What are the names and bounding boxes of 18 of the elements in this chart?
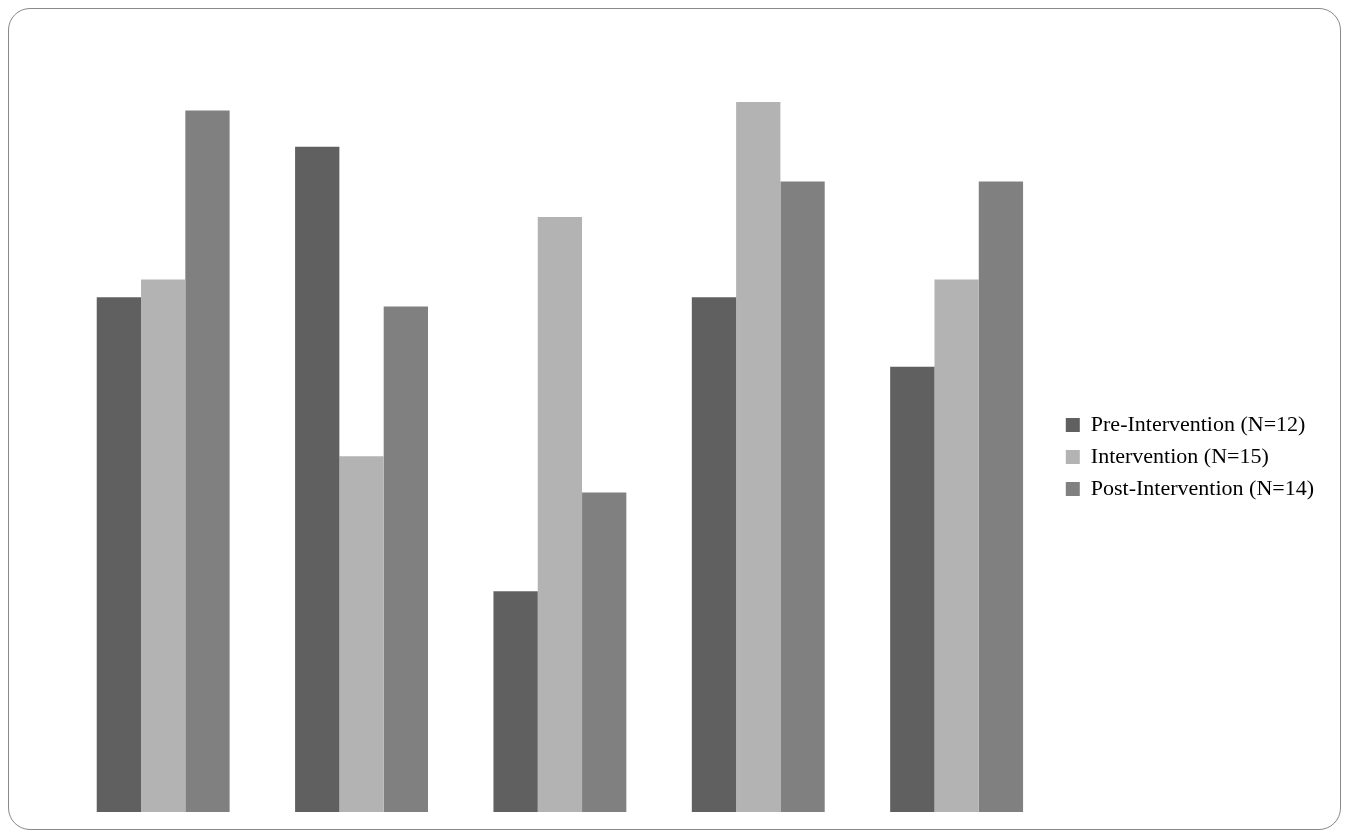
bar <box>934 279 979 812</box>
legend-label: Post-Intervention (N=14) <box>1090 474 1314 500</box>
legend-label: Pre-Intervention (N=12) <box>1090 410 1306 436</box>
bar <box>141 279 186 812</box>
bar <box>691 297 737 812</box>
bar <box>493 591 538 812</box>
bar <box>582 492 627 812</box>
bar <box>339 456 384 812</box>
legend-label: Intervention (N=15) <box>1090 442 1269 468</box>
bar <box>383 306 428 812</box>
bar <box>295 146 340 812</box>
bar <box>96 297 142 812</box>
bar <box>185 110 230 812</box>
bar <box>890 366 935 812</box>
bar <box>736 102 781 812</box>
bar <box>978 181 1024 812</box>
bar <box>537 217 583 812</box>
bar <box>780 181 825 812</box>
